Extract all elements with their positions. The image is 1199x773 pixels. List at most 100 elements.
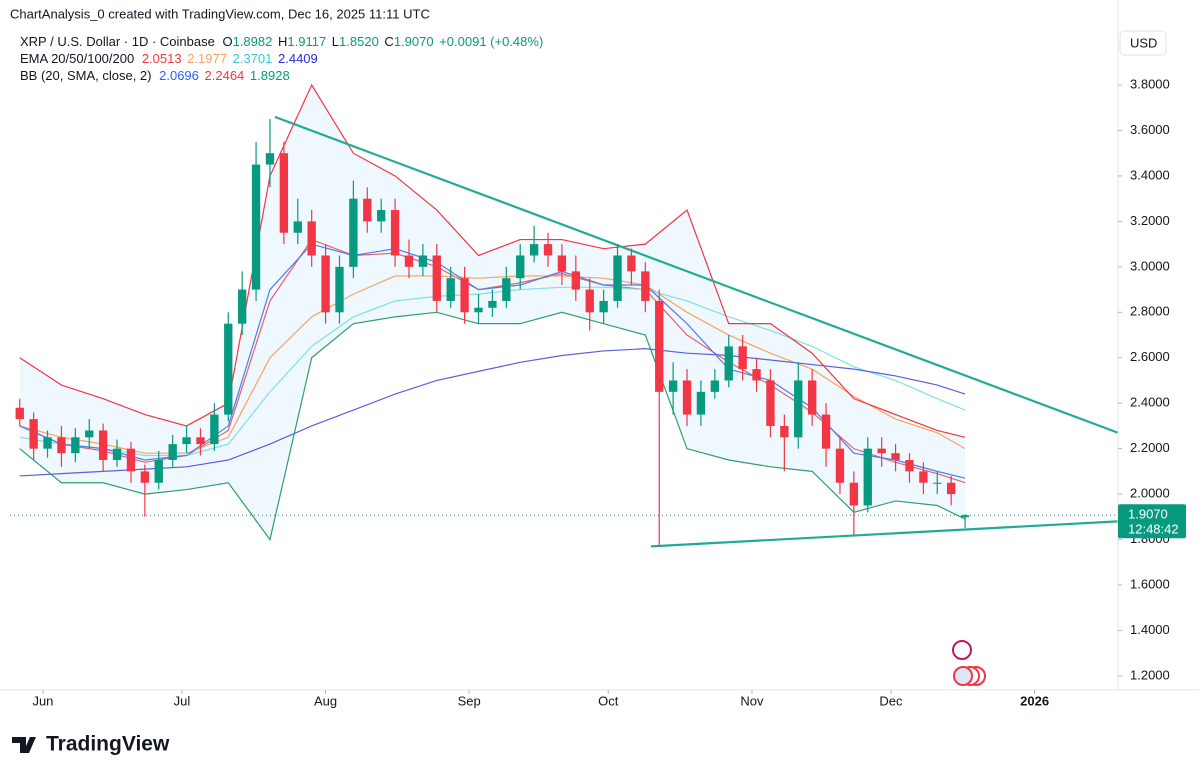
ema-value: 2.3701: [233, 51, 273, 66]
candle-body: [488, 300, 497, 308]
candle-body: [377, 210, 386, 222]
candle-body: [335, 266, 344, 313]
y-tick-label: 1.6000: [1130, 576, 1170, 591]
ohlc-key: O: [222, 34, 232, 49]
y-tick-label: 3.4000: [1130, 167, 1170, 182]
last-price-label: 1.9070: [1128, 507, 1168, 522]
x-tick-label: Sep: [458, 693, 481, 708]
candle-body: [43, 437, 52, 449]
candle-body: [71, 437, 80, 454]
x-tick-label: Nov: [740, 693, 764, 708]
candle-body: [182, 437, 191, 445]
ema-value: 2.1977: [187, 51, 227, 66]
y-tick-label: 1.4000: [1130, 622, 1170, 637]
candle-body: [196, 437, 205, 445]
trendline: [650, 520, 1118, 548]
candle-body: [349, 198, 358, 267]
x-tick-label: Dec: [879, 693, 903, 708]
y-tick-label: 3.0000: [1130, 258, 1170, 273]
x-tick-label: Jul: [174, 693, 191, 708]
logo-mark: [12, 737, 36, 753]
candle-body: [891, 453, 900, 461]
attribution: ChartAnalysis_0 created with TradingView…: [10, 6, 430, 21]
candle-body: [29, 419, 38, 449]
candle-body: [460, 278, 469, 313]
candle-body: [85, 430, 94, 438]
candle-body: [655, 300, 664, 392]
ohlc-value: 1.9070: [394, 34, 434, 49]
candle-body: [947, 482, 956, 495]
currency[interactable]: USD: [1130, 35, 1157, 50]
candle-body: [933, 482, 942, 484]
y-tick-label: 2.4000: [1130, 395, 1170, 410]
candle-body: [960, 515, 970, 518]
candle-body: [599, 300, 608, 313]
candle-body: [641, 271, 650, 301]
y-tick-label: 3.6000: [1130, 122, 1170, 137]
y-tick-label: 3.2000: [1130, 213, 1170, 228]
y-tick-label: 2.8000: [1130, 304, 1170, 319]
x-tick-label: Aug: [314, 693, 337, 708]
candle-body: [613, 255, 622, 301]
candle-body: [905, 460, 914, 472]
candle-body: [724, 346, 733, 381]
candle-body: [140, 471, 150, 483]
candle-body: [404, 255, 414, 267]
x-tick-label: Oct: [598, 693, 619, 708]
candle-body: [293, 221, 302, 233]
candle-body: [516, 255, 525, 279]
event-icon[interactable]: [952, 640, 972, 660]
y-tick-label: 2.0000: [1130, 486, 1170, 501]
candle-body: [529, 244, 539, 256]
indicator-line: [19, 83, 966, 438]
bb-label: BB (20, SMA, close, 2): [20, 68, 152, 83]
candle-body: [154, 460, 163, 483]
candle-body: [585, 289, 594, 313]
change: +0.0091 (+0.48%): [439, 34, 543, 49]
ema-label: EMA 20/50/100/200: [20, 51, 134, 66]
ohlc-value: 1.9117: [287, 34, 326, 49]
candle-body: [307, 221, 316, 256]
y-tick-label: 1.2000: [1130, 667, 1170, 682]
candle-body: [390, 210, 400, 256]
candle-body: [112, 448, 122, 461]
y-tick-label: 2.6000: [1130, 349, 1170, 364]
plot-area: [10, 83, 1118, 548]
bb-value: 2.0696: [159, 68, 199, 83]
candle-body: [15, 407, 24, 420]
candle-body: [919, 471, 928, 483]
candle-body: [363, 198, 372, 222]
ohlc-value: 1.8982: [233, 34, 273, 49]
candle-body: [251, 164, 261, 290]
indicator-line: [19, 348, 966, 477]
candle-body: [418, 255, 428, 267]
candle-body: [57, 437, 66, 454]
ohlc-key: H: [278, 34, 287, 49]
candle-body: [794, 380, 803, 438]
candle-body: [543, 244, 553, 256]
candle-body: [474, 307, 483, 313]
candle-body: [224, 323, 233, 415]
event-icon[interactable]: [953, 666, 973, 686]
candle-body: [432, 255, 441, 301]
candle-body: [780, 425, 789, 438]
candle-body: [237, 289, 247, 324]
bb-legend: BB (20, SMA, close, 2) 2.0696 2.2464 1.8…: [20, 68, 290, 83]
candle-body: [321, 255, 330, 313]
y-tick-label: 3.8000: [1130, 76, 1170, 91]
candle-body: [835, 448, 845, 483]
trendline: [274, 115, 1118, 434]
candle-body: [557, 255, 567, 272]
currency-button[interactable]: [1119, 30, 1167, 56]
candle-body: [571, 271, 580, 290]
x-tick-label: 2026: [1020, 693, 1049, 708]
x-tick-label: Jun: [32, 693, 53, 708]
candle-body: [502, 278, 511, 301]
indicator-line: [19, 275, 966, 454]
candle-body: [877, 448, 886, 454]
candle-body: [168, 444, 177, 461]
candle-body: [682, 380, 692, 415]
candle-body: [696, 391, 706, 415]
